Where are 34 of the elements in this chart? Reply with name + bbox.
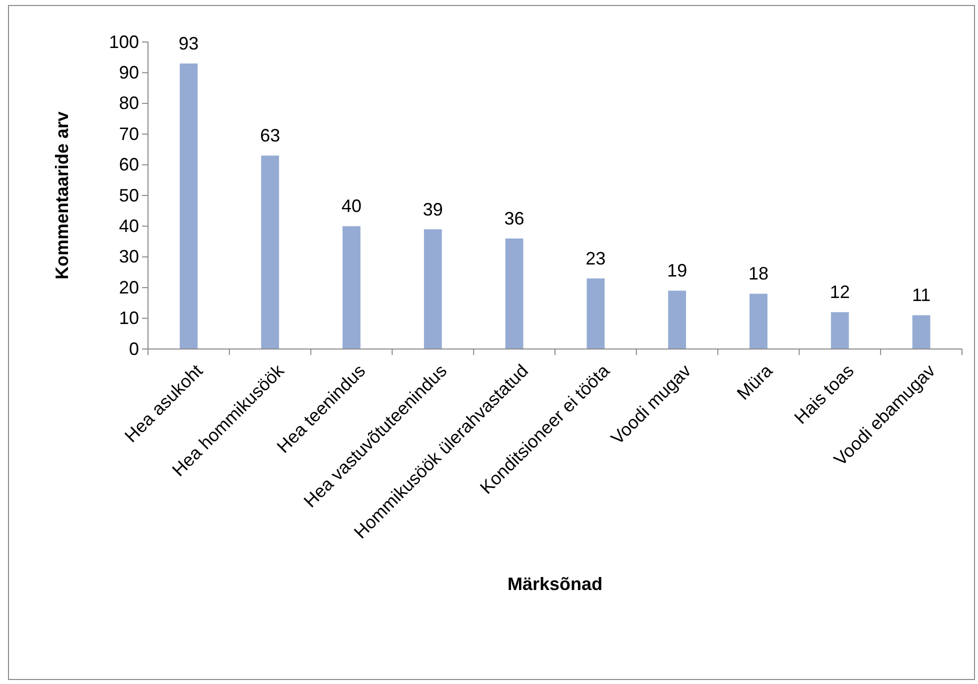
- bar: [424, 229, 442, 349]
- data-label: 36: [504, 208, 524, 228]
- y-axis-title: Kommentaaride arv: [52, 111, 72, 280]
- y-tick-label: 80: [118, 93, 139, 114]
- y-tick-label: 20: [118, 277, 139, 298]
- data-label: 19: [667, 260, 688, 281]
- bar: [261, 156, 280, 349]
- y-tick-label: 70: [118, 124, 139, 144]
- x-tick-label: Hais toas: [790, 360, 858, 428]
- x-axis-title: Märksõnad: [507, 574, 603, 594]
- data-label: 40: [341, 196, 362, 216]
- bar: [830, 312, 849, 349]
- y-tick-label: 40: [118, 216, 139, 236]
- y-tick-label: 10: [118, 308, 139, 328]
- data-label: 63: [260, 126, 280, 146]
- data-label: 11: [912, 285, 931, 306]
- bar: [342, 226, 360, 349]
- y-tick-label: 50: [118, 185, 139, 206]
- bar: [180, 63, 198, 349]
- data-label: 12: [830, 282, 850, 302]
- bar: [586, 278, 605, 349]
- y-tick-label: 90: [118, 62, 139, 82]
- bar: [505, 238, 524, 349]
- data-label: 23: [586, 248, 606, 268]
- y-tick-label: 30: [118, 246, 139, 267]
- data-label: 93: [178, 33, 199, 54]
- data-label: 39: [422, 199, 443, 220]
- bar: [912, 315, 930, 349]
- bar: [668, 290, 686, 349]
- y-tick-label: 100: [108, 32, 139, 52]
- bar: [750, 294, 768, 349]
- y-tick-label: 60: [118, 154, 139, 175]
- y-tick-label: 0: [128, 338, 139, 359]
- data-label: 18: [748, 264, 769, 284]
